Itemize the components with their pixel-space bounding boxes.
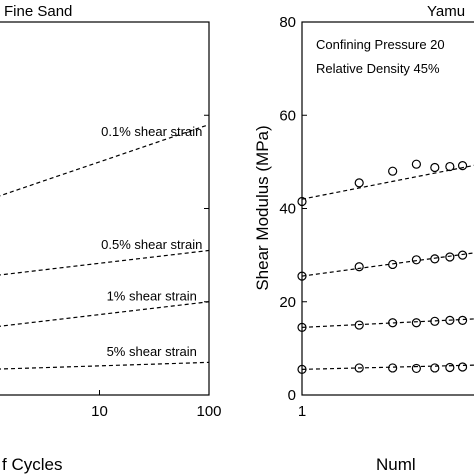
data-point <box>445 315 455 325</box>
data-point <box>411 318 421 328</box>
right-fit-line <box>301 252 474 277</box>
right-title: Yamu <box>427 3 465 20</box>
left-series-labels: 0.1% shear strain 0.5% shear strain 1% she… <box>101 124 202 359</box>
left-x-axis-label: f Cycles <box>2 455 62 474</box>
right-x-tick-label: 1 <box>298 403 306 420</box>
data-point <box>354 363 364 373</box>
left-series-label: 5% shear strain <box>107 344 197 359</box>
right-y-tick-label: 0 <box>288 387 296 404</box>
left-fit-line <box>0 301 210 327</box>
left-series-label: 0.5% shear strain <box>101 237 202 252</box>
data-point <box>445 362 455 373</box>
data-point <box>430 254 440 264</box>
left-series-label: 0.1% shear strain <box>101 124 202 139</box>
data-point <box>457 362 468 372</box>
data-point <box>411 255 421 265</box>
data-point <box>297 271 307 281</box>
right-x-axis-label: Numl <box>376 455 416 474</box>
left-ticks: 010100 <box>91 21 222 420</box>
right-data-points <box>297 159 468 374</box>
data-point <box>388 259 398 270</box>
data-point <box>430 363 440 373</box>
right-panel: Yamu 10 20 40 60 80 Shear Modulus (MPa) Conf… <box>253 3 474 474</box>
data-point <box>297 196 307 207</box>
right-fit-line <box>301 164 474 200</box>
right-fit-lines <box>301 164 474 370</box>
right-fit-line <box>301 318 474 328</box>
annotation-relative-density: Relative Density 45% <box>316 61 440 76</box>
right-y-tick-label: 40 <box>279 201 296 218</box>
data-point <box>354 178 364 188</box>
data-point <box>411 159 421 169</box>
data-point <box>457 250 468 260</box>
data-point <box>388 166 398 176</box>
right-fit-line <box>301 364 474 370</box>
left-title: Fine Sand <box>4 3 72 20</box>
right-y-tick-label: 80 <box>279 14 296 31</box>
right-y-tick-label: 60 <box>279 107 296 124</box>
right-ticks: 10 20 40 60 80 <box>279 14 307 420</box>
left-x-tick-label: 10 <box>91 403 108 420</box>
data-point <box>457 315 468 325</box>
left-fit-lines <box>0 124 210 370</box>
data-point <box>297 322 307 332</box>
left-fit-line <box>0 124 210 197</box>
data-point <box>445 161 455 172</box>
left-series-label: 1% shear strain <box>107 288 197 303</box>
annotation-confining-pressure: Confining Pressure 20 <box>316 37 445 52</box>
left-x-tick-label: 100 <box>196 403 221 420</box>
data-point <box>457 161 468 171</box>
data-point <box>388 318 398 328</box>
left-plot-frame <box>0 21 210 396</box>
data-point <box>430 162 440 173</box>
data-point <box>354 320 364 330</box>
left-fit-line <box>0 249 210 276</box>
right-plot-frame <box>301 21 474 396</box>
data-point <box>388 363 398 373</box>
data-point <box>297 364 307 374</box>
data-point <box>445 252 455 262</box>
data-point <box>354 262 364 272</box>
y-axis-label: Shear Modulus (MPa) <box>253 125 272 290</box>
right-y-tick-label: 20 <box>279 294 296 311</box>
data-point <box>411 363 421 374</box>
left-fit-line <box>0 361 210 370</box>
data-point <box>430 316 440 326</box>
